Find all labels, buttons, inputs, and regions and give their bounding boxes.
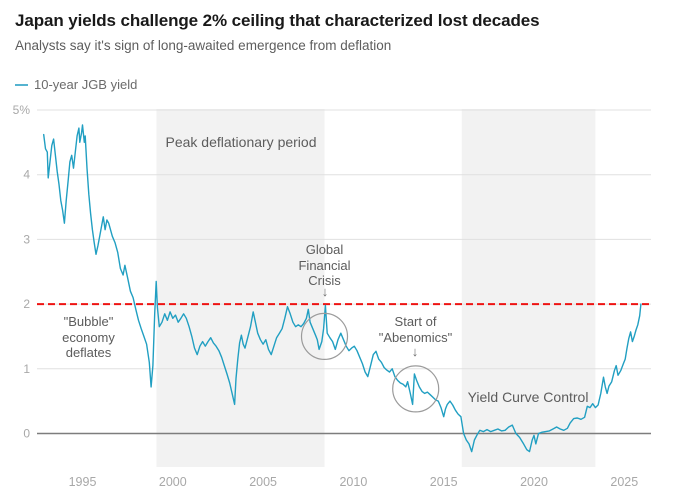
y-axis-tick-label: 2 bbox=[23, 297, 30, 311]
y-axis-tick-label: 4 bbox=[23, 168, 30, 182]
page-title: Japan yields challenge 2% ceiling that c… bbox=[15, 11, 540, 30]
gfc-down-arrow-icon: ↓ bbox=[321, 284, 329, 299]
x-axis-tick-label: 1995 bbox=[69, 475, 97, 489]
annotation-yield-curve-control: Yield Curve Control bbox=[467, 389, 589, 405]
abenomics-down-arrow-icon: ↓ bbox=[411, 344, 419, 359]
shaded-region-peak-deflation bbox=[156, 109, 325, 467]
gfc-highlight-circle bbox=[300, 312, 349, 360]
abenomics-highlight-circle bbox=[392, 365, 440, 413]
x-axis-tick-label: 2015 bbox=[430, 475, 458, 489]
x-axis-tick-label: 2020 bbox=[520, 475, 548, 489]
page-subtitle: Analysts say it's sign of long-awaited e… bbox=[15, 38, 392, 53]
annotation-bubble-economy-deflates: "Bubble" economy deflates bbox=[62, 314, 115, 360]
y-axis-tick-label: 1 bbox=[23, 362, 30, 376]
legend-line-swatch-icon bbox=[15, 83, 28, 86]
x-axis-tick-label: 2025 bbox=[610, 475, 638, 489]
x-axis-tick-label: 2005 bbox=[249, 475, 277, 489]
x-axis-tick-label: 2000 bbox=[159, 475, 187, 489]
annotation-global-financial-crisis: Global Financial Crisis bbox=[298, 242, 351, 288]
annotation-peak-deflationary-period: Peak deflationary period bbox=[165, 134, 317, 150]
x-axis-tick-label: 2010 bbox=[339, 475, 367, 489]
shaded-region-ycc bbox=[461, 109, 596, 467]
y-axis-tick-label: 0 bbox=[23, 427, 30, 441]
annotation-start-of-abenomics: Start of "Abenomics" bbox=[378, 314, 453, 345]
yield-line bbox=[43, 124, 642, 453]
y-axis-tick-label: 5% bbox=[13, 103, 31, 117]
y-axis-tick-label: 3 bbox=[23, 232, 30, 246]
legend-series-label: 10-year JGB yield bbox=[34, 77, 138, 92]
legend: 10-year JGB yield bbox=[15, 77, 137, 92]
